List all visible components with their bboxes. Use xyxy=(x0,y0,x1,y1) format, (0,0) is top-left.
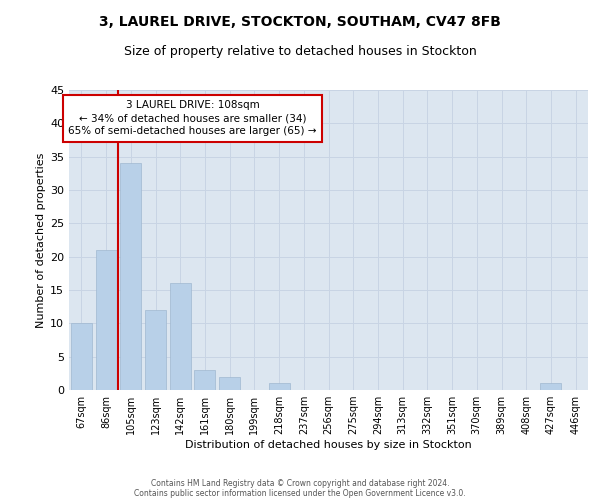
Text: Contains HM Land Registry data © Crown copyright and database right 2024.: Contains HM Land Registry data © Crown c… xyxy=(151,478,449,488)
Bar xyxy=(71,324,92,390)
Bar xyxy=(194,370,215,390)
Bar xyxy=(170,284,191,390)
X-axis label: Distribution of detached houses by size in Stockton: Distribution of detached houses by size … xyxy=(185,440,472,450)
Bar xyxy=(269,384,290,390)
Text: 3 LAUREL DRIVE: 108sqm
← 34% of detached houses are smaller (34)
65% of semi-det: 3 LAUREL DRIVE: 108sqm ← 34% of detached… xyxy=(68,100,317,136)
Bar xyxy=(219,376,240,390)
Text: Size of property relative to detached houses in Stockton: Size of property relative to detached ho… xyxy=(124,45,476,58)
Text: 3, LAUREL DRIVE, STOCKTON, SOUTHAM, CV47 8FB: 3, LAUREL DRIVE, STOCKTON, SOUTHAM, CV47… xyxy=(99,15,501,29)
Bar xyxy=(95,250,116,390)
Bar xyxy=(541,384,562,390)
Text: Contains public sector information licensed under the Open Government Licence v3: Contains public sector information licen… xyxy=(134,488,466,498)
Bar xyxy=(120,164,141,390)
Bar xyxy=(145,310,166,390)
Y-axis label: Number of detached properties: Number of detached properties xyxy=(36,152,46,328)
